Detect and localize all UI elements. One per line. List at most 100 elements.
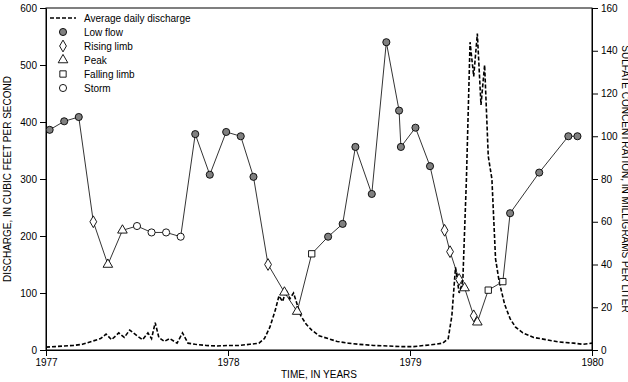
- tick: 140: [592, 45, 618, 56]
- tick-mark: [592, 307, 598, 308]
- sample-marker: [500, 278, 506, 284]
- tick-mark: [592, 350, 598, 351]
- sample-marker: [574, 133, 581, 140]
- tick-mark: [592, 94, 598, 95]
- sample-marker: [352, 143, 359, 150]
- tick-mark: [40, 179, 46, 180]
- sample-marker: [206, 171, 213, 178]
- tick-mark: [592, 179, 598, 180]
- tick-label: 600: [20, 3, 37, 14]
- tick: 0: [31, 345, 46, 356]
- sample-marker: [250, 173, 257, 180]
- tick: 600: [20, 3, 46, 14]
- sample-marker: [133, 222, 140, 229]
- tick-mark: [40, 236, 46, 237]
- tick-label: 20: [601, 302, 613, 313]
- sample-marker: [460, 282, 470, 290]
- sample-marker: [383, 39, 390, 46]
- tick-label: 400: [20, 117, 37, 128]
- tick-label: 1978: [217, 357, 240, 368]
- legend-swatch: [59, 84, 66, 91]
- legend-swatch: [60, 71, 66, 77]
- marker-group: [103, 225, 482, 325]
- tick-mark: [228, 350, 229, 356]
- legend-label: Peak: [84, 55, 108, 66]
- legend: Average daily discharge Low flow Rising li…: [50, 13, 191, 94]
- tick: 100: [592, 131, 618, 142]
- y-axis-title: DISCHARGE, IN CUBIC FEET PER SECOND: [2, 76, 13, 282]
- tick-label: 0: [31, 345, 37, 356]
- sample-marker: [280, 287, 290, 295]
- legend-swatch: [58, 54, 68, 62]
- tick: 200: [20, 231, 46, 242]
- tick-mark: [592, 265, 598, 266]
- y2-axis-title: SULFATE CONCENTRATION, IN MILLIGRAMS PER…: [620, 45, 628, 312]
- legend-label: Low flow: [84, 27, 124, 38]
- marker-group: [309, 251, 506, 294]
- tick: 160: [592, 3, 618, 14]
- tick: 60: [592, 216, 613, 227]
- discharge-line: [46, 34, 592, 348]
- tick: 0: [592, 345, 607, 356]
- tick-mark: [40, 350, 46, 351]
- sample-marker: [565, 133, 572, 140]
- y-axis: 0 100 200 300 400 500 600: [20, 3, 46, 356]
- tick-label: 140: [601, 45, 618, 56]
- tick-mark: [40, 65, 46, 66]
- y2-axis: 0 20 40 60 80 100 120 140 160: [592, 3, 618, 356]
- tick: 100: [20, 288, 46, 299]
- sample-marker: [118, 225, 128, 233]
- sample-marker: [456, 274, 463, 286]
- tick-label: 60: [601, 216, 613, 227]
- tick-label: 1980: [581, 357, 604, 368]
- tick: 80: [592, 174, 613, 185]
- tick-label: 40: [601, 259, 613, 270]
- tick-label: 200: [20, 231, 37, 242]
- tick-mark: [592, 136, 598, 137]
- sample-marker: [163, 229, 170, 236]
- marker-group: [133, 222, 184, 240]
- sample-marker: [103, 259, 113, 267]
- plot-area: [46, 34, 592, 348]
- sample-marker: [265, 259, 272, 271]
- tick-label: 1979: [399, 357, 422, 368]
- tick-mark: [40, 122, 46, 123]
- tick: 1978: [217, 350, 240, 368]
- axis-line: [47, 350, 593, 351]
- tick-label: 1977: [35, 357, 58, 368]
- legend-label: Rising limb: [84, 41, 133, 52]
- tick-mark: [592, 51, 598, 52]
- tick-mark: [40, 8, 46, 9]
- sample-marker: [61, 118, 68, 125]
- tick-label: 120: [601, 88, 618, 99]
- sample-marker: [473, 317, 483, 325]
- legend-label: Storm: [84, 83, 111, 94]
- tick: 1977: [35, 350, 58, 368]
- tick: 40: [592, 259, 613, 270]
- tick: 500: [20, 60, 46, 71]
- sample-connector: [50, 42, 578, 322]
- sample-marker: [46, 126, 53, 133]
- sample-marker: [237, 133, 244, 140]
- tick-label: 160: [601, 3, 618, 14]
- x-axis: 1977 1978 1979 1980: [35, 350, 604, 368]
- legend-label: Average daily discharge: [84, 13, 191, 24]
- sample-marker: [441, 224, 448, 236]
- tick-mark: [592, 8, 598, 9]
- sample-marker: [396, 107, 403, 114]
- tick-label: 100: [20, 288, 37, 299]
- tick: 20: [592, 302, 613, 313]
- sample-marker: [177, 233, 184, 240]
- sample-marker: [309, 251, 315, 257]
- tick-label: 300: [20, 174, 37, 185]
- tick-label: 100: [601, 131, 618, 142]
- tick-mark: [46, 350, 47, 356]
- sample-marker: [485, 287, 491, 293]
- sample-marker: [192, 131, 199, 138]
- sample-marker: [75, 113, 82, 120]
- sample-marker: [447, 246, 454, 258]
- legend-swatch: [60, 40, 67, 52]
- marker-group: [46, 39, 581, 241]
- axis-line: [46, 9, 47, 351]
- sample-marker: [339, 220, 346, 227]
